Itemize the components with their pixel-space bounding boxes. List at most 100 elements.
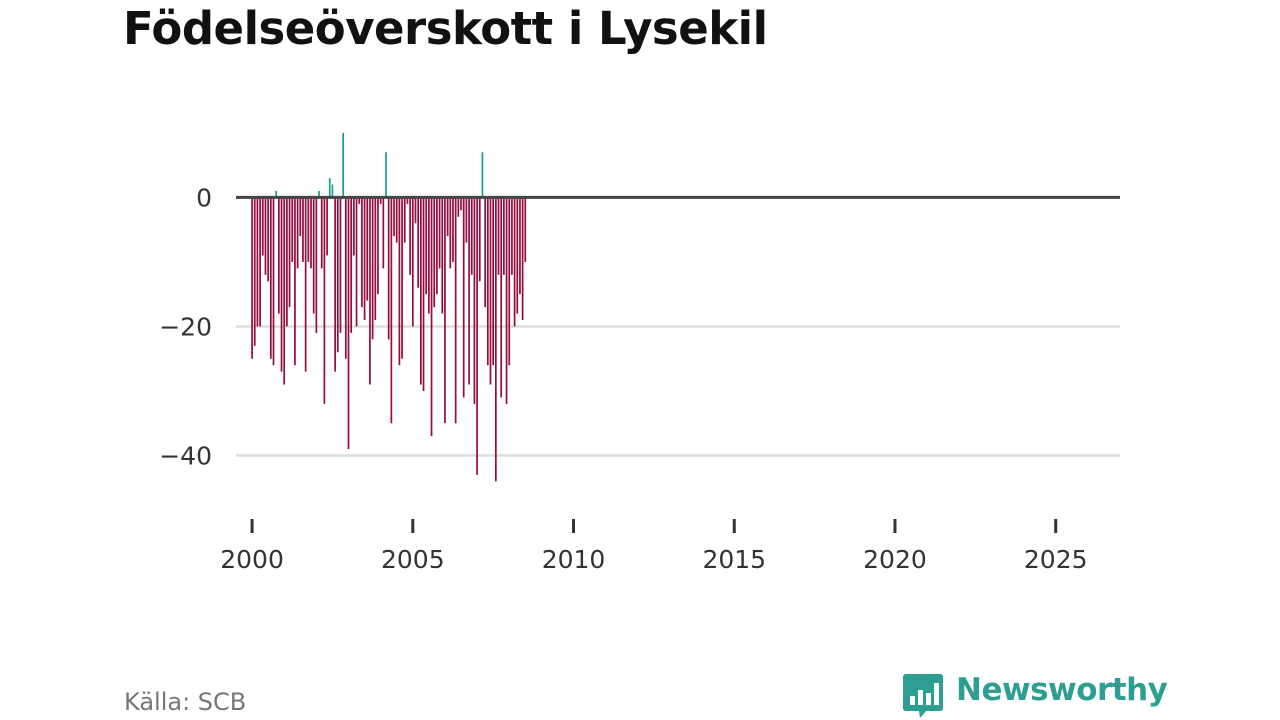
bar <box>280 197 283 372</box>
bar <box>318 190 320 198</box>
bar <box>294 197 296 366</box>
bar <box>503 197 505 275</box>
bar <box>465 197 468 243</box>
source-label: Källa: SCB <box>124 688 247 716</box>
y-tick-label: 0 <box>196 183 212 212</box>
bar <box>312 197 315 314</box>
bar <box>481 152 484 198</box>
bar <box>326 197 328 256</box>
bar <box>414 197 417 224</box>
bar <box>425 197 428 295</box>
bar <box>516 197 519 314</box>
bar <box>336 197 339 353</box>
bar <box>334 197 336 372</box>
bar <box>382 197 385 269</box>
bar <box>492 197 495 366</box>
bar <box>283 197 286 385</box>
bar <box>288 197 291 308</box>
bar <box>462 197 465 398</box>
bar <box>299 197 302 237</box>
bar <box>355 197 358 327</box>
bar <box>385 152 387 198</box>
x-tick-label: 2010 <box>542 545 606 574</box>
bar <box>267 197 269 282</box>
brand-name: Newsworthy <box>956 672 1168 708</box>
bar <box>419 197 422 385</box>
bar <box>436 197 438 295</box>
bar <box>500 197 503 398</box>
bar <box>508 197 511 366</box>
bar <box>310 197 312 269</box>
bar <box>519 197 521 295</box>
bar <box>304 197 307 372</box>
bar <box>374 197 377 320</box>
bar <box>256 197 259 327</box>
bar <box>398 197 401 366</box>
bar <box>494 197 497 482</box>
bar <box>457 197 460 217</box>
bar <box>286 197 288 327</box>
bar <box>331 184 334 198</box>
bar <box>438 197 441 269</box>
bar <box>468 197 470 385</box>
x-tick-label: 2020 <box>863 545 927 574</box>
bars <box>251 132 527 482</box>
bar <box>444 197 446 424</box>
x-tick-label: 2015 <box>702 545 766 574</box>
bar <box>395 197 398 243</box>
bar <box>278 197 280 314</box>
bar <box>422 197 425 391</box>
bar <box>417 197 420 288</box>
bar <box>409 197 411 275</box>
bar <box>320 197 323 269</box>
bar <box>269 197 272 359</box>
bar <box>428 197 430 314</box>
x-tick-label: 2025 <box>1024 545 1088 574</box>
bar <box>430 197 433 437</box>
bar <box>521 197 524 320</box>
bar <box>406 197 409 204</box>
bar <box>251 197 253 359</box>
bar <box>264 197 267 275</box>
brand-logo[interactable]: Newsworthy <box>902 672 1168 720</box>
newsworthy-logo-icon <box>903 674 943 718</box>
bar <box>476 197 478 475</box>
bar <box>505 197 508 404</box>
bar <box>339 197 342 333</box>
bar <box>379 197 382 204</box>
bar <box>358 197 361 204</box>
bar <box>353 197 355 256</box>
bar <box>390 197 393 424</box>
bar <box>401 197 403 359</box>
bar <box>371 197 374 340</box>
bar <box>344 197 347 359</box>
bar <box>377 197 379 295</box>
bar <box>446 197 449 237</box>
bar <box>291 197 294 262</box>
bar <box>473 197 476 404</box>
bar <box>478 197 481 282</box>
bar <box>253 197 256 346</box>
bar <box>452 197 454 262</box>
x-tick-label: 2005 <box>381 545 445 574</box>
bar <box>393 197 395 237</box>
y-tick-label: −40 <box>159 441 212 470</box>
bar <box>403 197 406 243</box>
axes: 0 −20 −40 2000 2005 2010 2015 2020 2025 <box>159 183 1120 574</box>
bar <box>361 197 363 308</box>
bar <box>275 190 278 198</box>
bar <box>302 197 304 262</box>
bar <box>261 197 264 256</box>
bar <box>497 197 500 275</box>
bar <box>342 132 344 198</box>
bar <box>307 197 310 262</box>
bar <box>484 197 486 308</box>
bar <box>511 197 513 275</box>
bar <box>387 197 390 340</box>
bar <box>470 197 473 275</box>
bar <box>315 197 318 333</box>
gridlines <box>236 325 1120 457</box>
bar <box>433 197 436 308</box>
chart-title: Födelseöverskott i Lysekil <box>123 2 768 55</box>
